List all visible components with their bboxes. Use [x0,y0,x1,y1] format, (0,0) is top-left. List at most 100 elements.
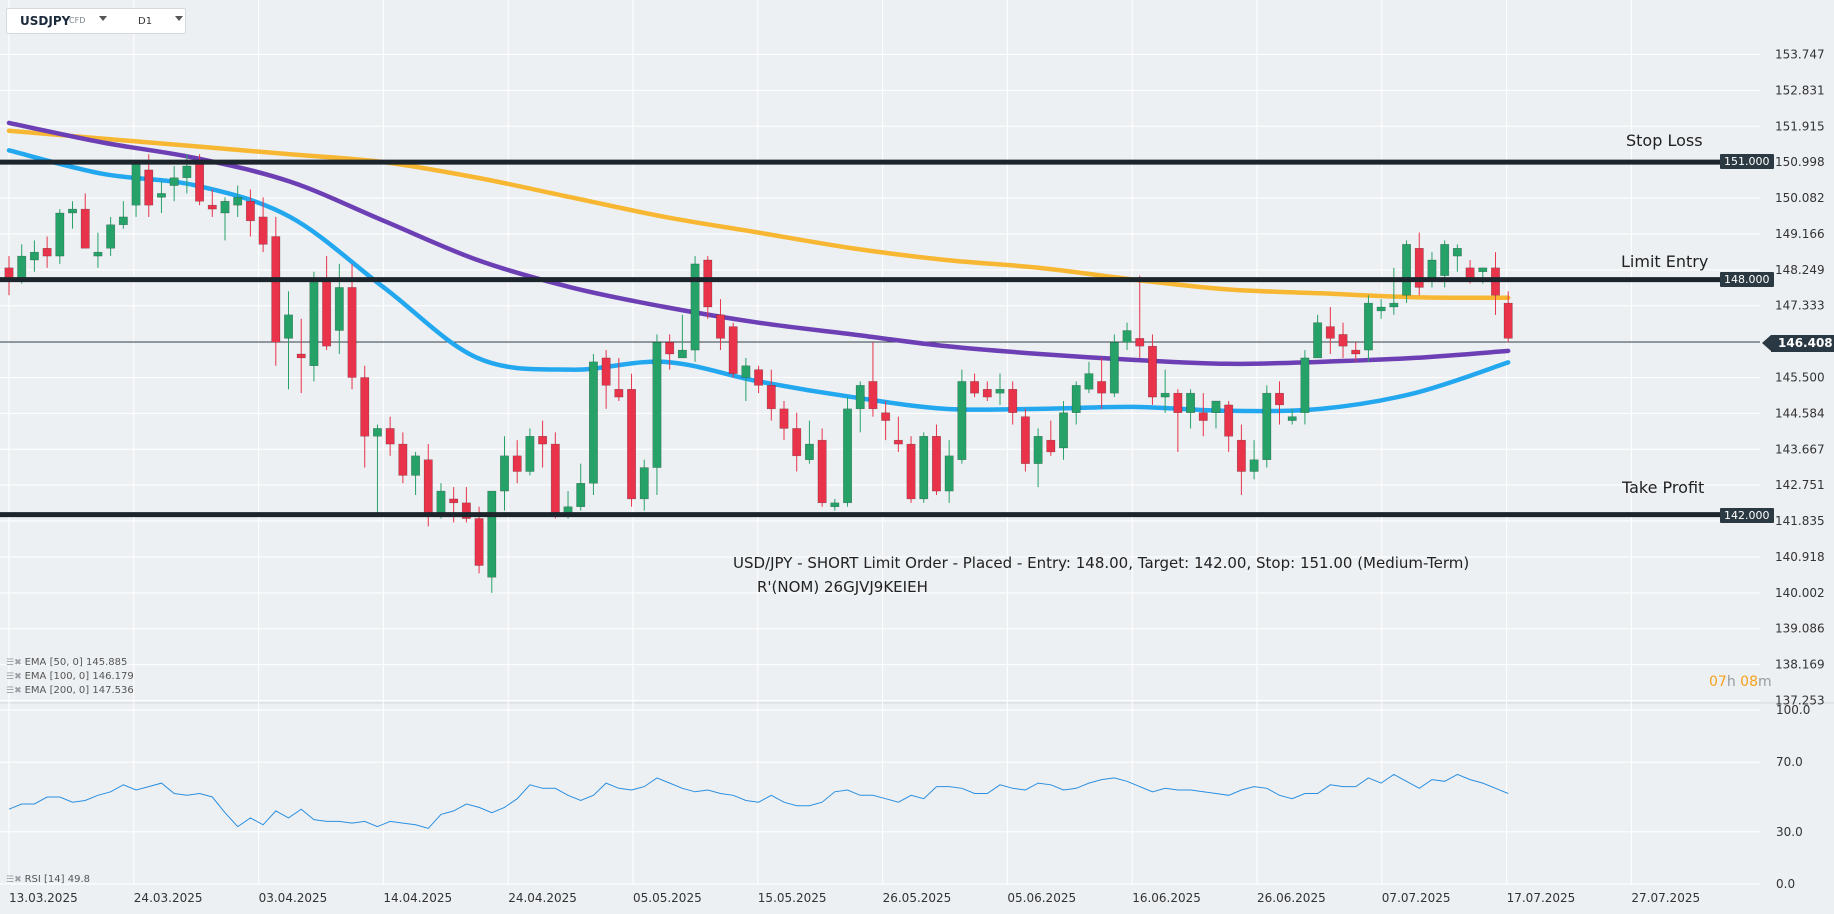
candle [144,154,154,217]
candle-body [233,197,243,206]
candle-body [1414,248,1424,288]
candle [982,381,992,401]
candle [1109,334,1119,398]
candle [93,232,103,268]
candle [893,416,903,452]
candle-body [1287,416,1297,421]
candle-body [1427,259,1437,280]
candle-body [1020,416,1030,464]
candle-body [792,428,802,457]
candle-body [601,357,611,386]
candle-body [614,388,624,398]
settings-close-icon[interactable]: ☰✖ [6,875,22,885]
symbol-name[interactable]: USDJPY [20,14,71,28]
ema200-legend[interactable]: ☰✖ EMA [200, 0] 147.536 [6,685,134,696]
candle [944,440,954,503]
countdown-minutes: 08 [1740,674,1758,690]
ema50-legend[interactable]: ☰✖ EMA [50, 0] 145.885 [6,657,127,668]
candle-body [677,349,687,359]
candle-body [423,459,433,515]
candle-body [157,193,166,198]
candle-body [906,443,916,500]
candles [4,154,1513,593]
candle-body [1325,326,1335,339]
candle-body [1376,306,1386,312]
candle [118,201,128,229]
candle [1402,240,1411,304]
candle [550,432,560,519]
candle [1186,389,1196,429]
candle-body [1122,330,1132,343]
candle-body [182,165,192,179]
candle-body [385,428,395,445]
candle-body [29,251,39,261]
candle [639,459,649,511]
settings-close-icon[interactable]: ☰✖ [6,686,22,696]
candle-body [652,342,662,468]
candle [347,263,357,390]
candle-body [436,490,446,515]
candle [1503,291,1513,343]
candle-body [195,161,205,202]
candle [1122,322,1132,351]
timeframe-dropdown-icon[interactable] [175,16,183,21]
order-reference: R'(NOM) 26GJVJ9KEIEH [757,578,928,596]
candle [398,432,408,484]
rsi-legend[interactable]: ☰✖ RSI [14] 49.8 [6,874,90,885]
candle-body [372,428,382,437]
price-tick-label: 137.253 [1775,694,1825,708]
candle-body [1097,381,1107,394]
candle-body [550,443,560,515]
candle [1427,252,1437,288]
candle [1211,400,1221,429]
x-tick-label: 24.03.2025 [134,891,203,905]
candle-body [728,326,738,374]
ema100-legend[interactable]: ☰✖ EMA [100, 0] 146.179 [6,671,134,682]
price-tick-label: 139.086 [1775,622,1825,636]
candle [830,498,840,511]
candle-body [1008,388,1018,413]
candle [665,334,675,370]
price-tick-label: 140.918 [1775,550,1825,564]
settings-close-icon[interactable]: ☰✖ [6,672,22,682]
settings-close-icon[interactable]: ☰✖ [6,658,22,668]
timeframe-selector[interactable]: D1 [138,16,153,27]
price-tick-label: 145.500 [1775,371,1825,385]
candle [55,209,65,264]
candle [1389,267,1399,315]
candle-body [347,287,357,378]
candle [766,369,776,421]
candle [906,436,916,503]
candle-body [817,439,827,504]
candle [538,420,548,468]
candle [1046,420,1056,456]
candle [309,271,319,382]
countdown-m-unit: m [1757,674,1772,690]
candle-body [970,381,980,394]
symbol-toolbar[interactable]: USDJPY CFD D1 [6,8,186,34]
candle-body [169,177,179,186]
candle [29,240,39,272]
candle-body [1148,345,1157,398]
candle [245,189,255,237]
candle-body [398,443,408,476]
rsi-tick-label: 100.0 [1776,703,1810,717]
candle-body [461,502,471,519]
price-tick-label: 151.915 [1775,119,1825,133]
candle-body [449,498,459,504]
candle [220,197,230,241]
symbol-dropdown-icon[interactable] [99,16,107,21]
candle [1414,232,1424,296]
candle-body [1313,322,1323,359]
candle-body [1211,400,1221,413]
countdown-hours: 07 [1709,674,1727,690]
candle-body [1135,338,1145,347]
candle [1198,393,1208,437]
candle [1249,440,1259,480]
x-tick-label: 07.07.2025 [1382,891,1451,905]
candle-body [106,224,116,249]
candle [1059,400,1068,460]
x-tick-label: 15.05.2025 [758,891,827,905]
candle [1084,361,1094,394]
